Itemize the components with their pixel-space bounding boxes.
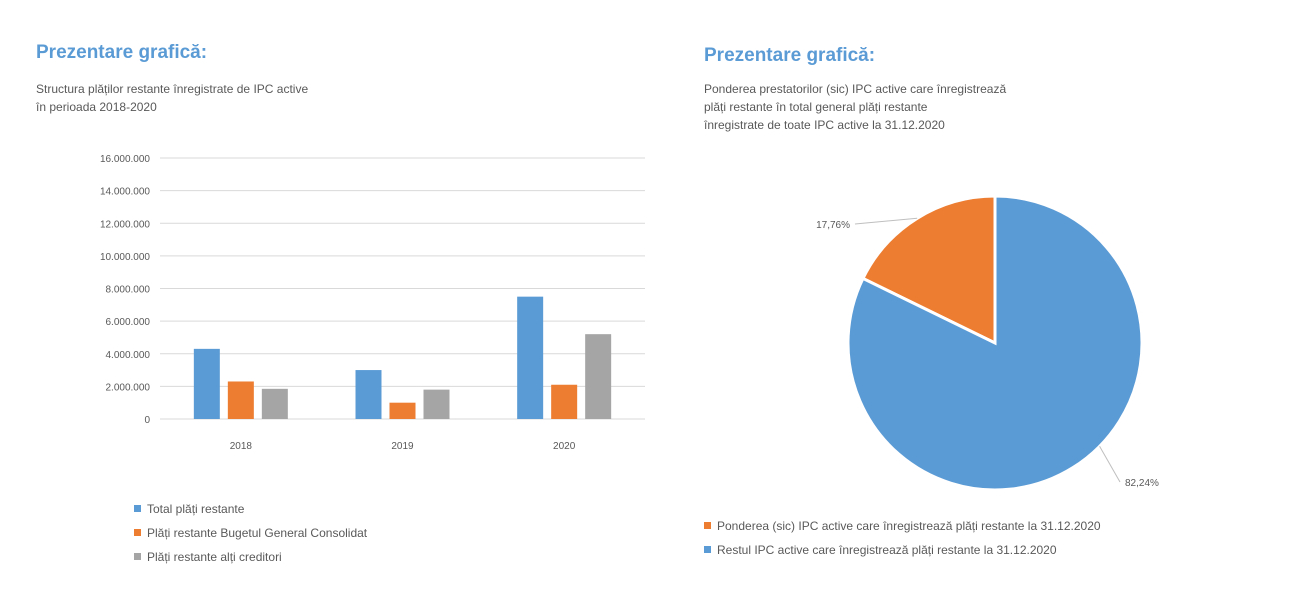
pie-data-label-blue: 82,24% <box>1125 478 1159 489</box>
y-tick-label: 6.000.000 <box>106 317 151 328</box>
pie-leader-line-orange <box>854 217 918 225</box>
bar-chart: 0 2.000.000 4.000.000 6.000.000 8.000.000 10.… <box>100 154 645 452</box>
pie-chart-subtitle-line3: înregistrate de toate IPC active la 31.1… <box>704 118 945 132</box>
pie-leader-line-blue <box>1099 446 1121 483</box>
pie-chart-panel: Prezentare grafică: Ponderea prestatoril… <box>660 0 1304 603</box>
bar-2019-series-1 <box>389 402 416 419</box>
bar-2018-series-2 <box>261 388 288 419</box>
legend-item-total: Total plăți restante <box>134 497 367 521</box>
legend-label-total: Total plăți restante <box>147 502 245 516</box>
legend-swatch-blue <box>134 505 141 512</box>
pie-chart-subtitle-line2: plăți restante în total general plăți re… <box>704 100 928 114</box>
pie-legend-item-orange: Ponderea (sic) IPC active care înregistr… <box>704 517 1304 535</box>
y-tick-label: 10.000.000 <box>100 252 150 263</box>
y-tick-label: 4.000.000 <box>106 350 151 361</box>
bar-2020-series-0 <box>517 296 544 419</box>
pie-data-label-orange: 17,76% <box>816 220 850 231</box>
bar-2019-series-2 <box>423 389 450 419</box>
y-tick-label: 12.000.000 <box>100 219 150 230</box>
legend-swatch-orange <box>134 529 141 536</box>
y-tick-label: 16.000.000 <box>100 154 150 165</box>
legend-label-bgc: Plăți restante Bugetul General Consolida… <box>147 526 368 540</box>
pie-chart-subtitle: Ponderea prestatorilor (sic) IPC active … <box>704 80 1006 134</box>
pie-chart: 17,76% 82,24% <box>816 194 1159 492</box>
y-tick-label: 0 <box>144 415 150 426</box>
bar-2020-series-2 <box>585 334 612 419</box>
legend-label-other: Plăți restante alți creditori <box>147 550 282 564</box>
pie-slice-0 <box>860 194 997 346</box>
pie-legend-swatch-blue <box>704 546 711 553</box>
legend-swatch-gray <box>134 553 141 560</box>
bar-chart-subtitle-line2: în perioada 2018-2020 <box>36 100 157 114</box>
pie-legend-swatch-orange <box>704 522 711 529</box>
y-tick-label: 2.000.000 <box>106 382 151 393</box>
x-tick-label: 2018 <box>230 441 253 452</box>
bar-2018-series-0 <box>193 348 220 419</box>
bar-2018-series-1 <box>227 381 254 419</box>
pie-slice-1 <box>846 194 1144 492</box>
x-tick-label: 2019 <box>391 441 414 452</box>
pie-chart-heading: Prezentare grafică: <box>704 45 876 66</box>
bar-2019-series-0 <box>355 370 382 419</box>
bar-chart-subtitle: Structura plăților restante înregistrate… <box>36 80 308 116</box>
pie-legend-label-blue: Restul IPC active care înregistrează plă… <box>717 543 1057 557</box>
y-tick-label: 8.000.000 <box>106 285 151 296</box>
bar-chart-subtitle-line1: Structura plăților restante înregistrate… <box>36 82 309 96</box>
pie-legend-item-blue: Restul IPC active care înregistrează plă… <box>704 541 1304 559</box>
bar-chart-heading: Prezentare grafică: <box>36 42 208 63</box>
legend-item-other: Plăți restante alți creditori <box>134 545 367 569</box>
bar-chart-panel: Prezentare grafică: Structura plăților r… <box>0 0 650 603</box>
bar-chart-legend: Total plăți restante Plăți restante Buge… <box>134 497 367 569</box>
pie-legend-label-orange: Ponderea (sic) IPC active care înregistr… <box>717 519 1101 533</box>
legend-item-bgc: Plăți restante Bugetul General Consolida… <box>134 521 367 545</box>
y-tick-label: 14.000.000 <box>100 187 150 198</box>
pie-chart-subtitle-line1: Ponderea prestatorilor (sic) IPC active … <box>704 82 1007 96</box>
x-tick-label: 2020 <box>553 441 576 452</box>
bar-2020-series-1 <box>551 384 578 419</box>
pie-chart-legend: Ponderea (sic) IPC active care înregistr… <box>704 517 1304 559</box>
